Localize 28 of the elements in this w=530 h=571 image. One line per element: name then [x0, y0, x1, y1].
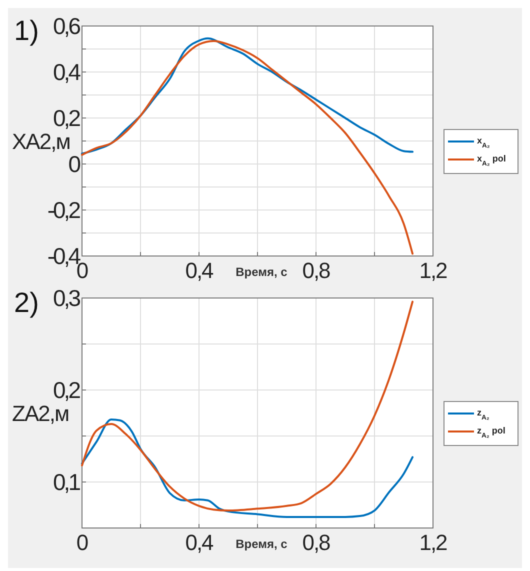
x-tick-label: 0,4	[185, 258, 214, 283]
x-tick-label: 1,2	[419, 258, 448, 283]
y-axis-title: ZA2,м	[12, 401, 69, 426]
line-series	[81, 40, 414, 255]
line-series	[81, 300, 414, 512]
x-tick-label: 0,8	[302, 530, 331, 555]
line-series	[81, 418, 414, 518]
legend-label: x$_{A₂}$ pol	[477, 154, 506, 167]
y-tick-label: -0,2	[47, 197, 80, 223]
chart-title: 2)	[14, 287, 39, 318]
x-tick-label: 1,2	[419, 530, 448, 555]
line-series	[81, 37, 414, 155]
y-tick-label: 0,3	[53, 285, 80, 311]
x-axis-title: Время, с	[236, 265, 288, 279]
legend-label: z$_{A₂}$ pol	[477, 426, 506, 439]
x-tick-label: 0,8	[302, 258, 331, 283]
x-tick-label: 0,4	[185, 530, 214, 555]
y-tick-label: 0	[68, 151, 80, 177]
y-tick-label: 0,6	[53, 13, 80, 39]
chart-title: 1)	[14, 15, 39, 46]
y-axis-title: XA2,м	[12, 129, 70, 154]
y-tick-label: 0,2	[53, 377, 80, 403]
legend-label: x$_{A₂}$	[477, 136, 490, 149]
y-tick-label: 0,4	[53, 59, 82, 85]
legend-label: z$_{A₂}$	[477, 408, 490, 421]
x-axis-title: Время, с	[236, 537, 288, 551]
y-tick-label: 0,1	[53, 469, 80, 495]
y-tick-label: 0,2	[53, 105, 80, 131]
